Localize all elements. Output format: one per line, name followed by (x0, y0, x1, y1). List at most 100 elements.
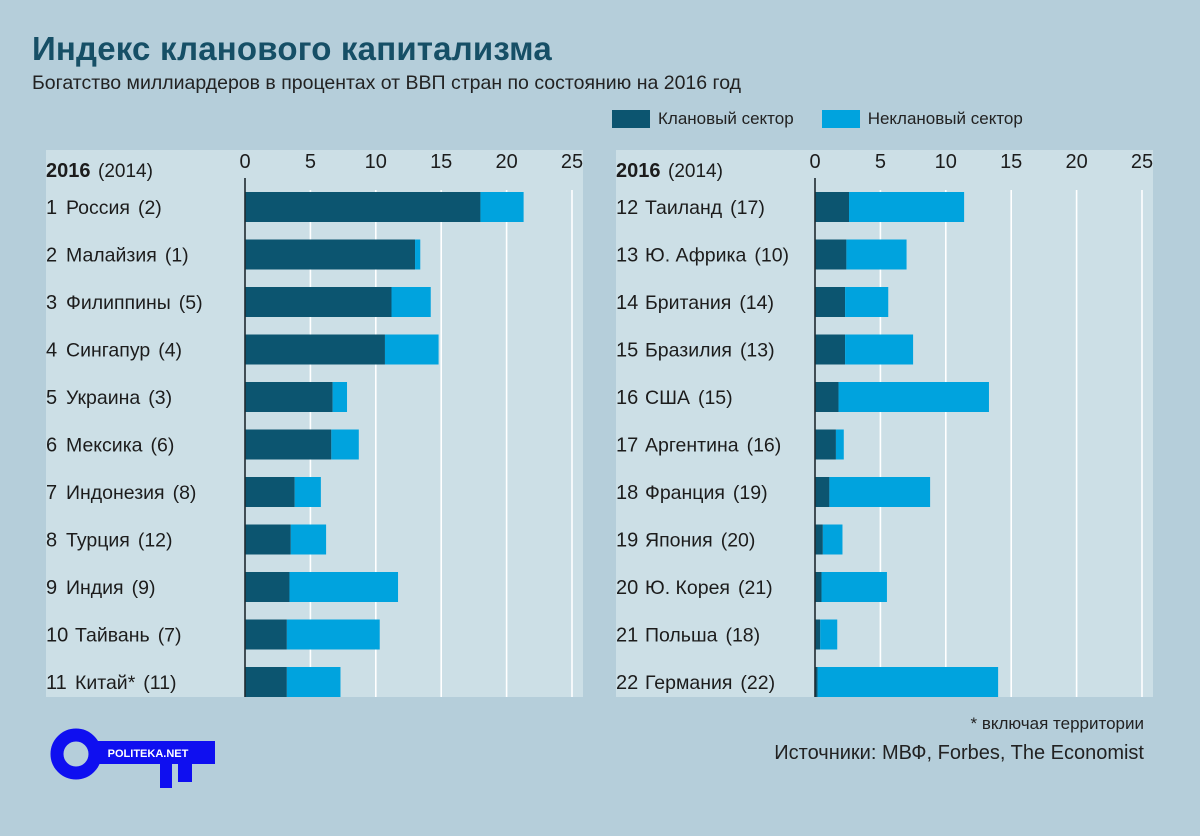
rank-2016: 1 (46, 197, 57, 219)
logo-text: POLITEKA.NET (108, 748, 189, 760)
rank-2016: 18 (616, 482, 638, 504)
header-year-2014: (2014) (668, 161, 723, 182)
rank-2014: (4) (158, 340, 182, 362)
bar-noncrony (294, 477, 321, 507)
country-name: Бразилия (645, 340, 732, 362)
country-name: Ю. Корея (645, 577, 730, 599)
country-label: Аргентина (16) (645, 435, 781, 457)
rank-2016: 2 (46, 245, 57, 267)
country-name: Сингапур (66, 340, 150, 362)
bar-noncrony (286, 667, 341, 697)
country-label: Мексика (6) (66, 435, 174, 457)
bar-noncrony (817, 667, 999, 697)
country-label: Таиланд (17) (645, 197, 765, 219)
chart-subtitle: Богатство миллиардеров в процентах от ВВ… (32, 72, 742, 94)
bar-crony (815, 619, 821, 650)
rank-2014: (14) (739, 292, 774, 314)
rank-2014: (3) (148, 387, 172, 409)
rank-2016: 6 (46, 435, 57, 457)
country-label: Турция (12) (66, 530, 173, 552)
legend-item-crony: Клановый сектор (612, 109, 794, 129)
country-label: Россия (2) (66, 197, 162, 219)
x-tick-label: 25 (1131, 151, 1153, 173)
country-label: Япония (20) (645, 530, 755, 552)
bar-crony (815, 382, 839, 412)
x-tick-label: 15 (1000, 151, 1022, 173)
bar-noncrony (286, 619, 380, 650)
bar-noncrony (846, 239, 907, 270)
x-tick-label: 10 (935, 151, 957, 173)
bar-crony (815, 477, 830, 507)
footnote: * включая территории (970, 714, 1145, 733)
bar-noncrony (331, 429, 359, 460)
bar-crony (245, 524, 291, 555)
politeka-key-logo: POLITEKA.NET (50, 728, 215, 788)
bar-crony (815, 429, 836, 460)
header-year-2014: (2014) (98, 161, 153, 182)
rank-2014: (15) (698, 387, 733, 409)
country-name: Украина (66, 387, 140, 409)
rank-2014: (19) (733, 482, 768, 504)
rank-2014: (10) (754, 245, 789, 267)
bar-crony (245, 477, 295, 507)
rank-2016: 17 (616, 435, 638, 457)
bar-chart-left: 2016 (2014) 0 5 10 15 20 25 1 Россия (2) 2 Малайзия (… (46, 151, 583, 697)
bar-noncrony (391, 287, 431, 317)
rank-2016: 12 (616, 197, 638, 219)
logo-key-tooth-1 (160, 762, 172, 788)
rank-2014: (9) (132, 577, 156, 599)
x-tick-label: 25 (561, 151, 583, 173)
country-name: Малайзия (66, 245, 157, 267)
country-label: Индонезия (8) (66, 482, 196, 504)
country-label: Тайвань (7) (75, 625, 182, 647)
bar-noncrony (838, 382, 989, 412)
country-name: Филиппины (66, 292, 171, 314)
bar-noncrony (849, 192, 965, 222)
bar-noncrony (822, 524, 843, 555)
bar-crony (245, 239, 416, 270)
x-tick-label: 5 (305, 151, 316, 173)
bar-noncrony (480, 192, 524, 222)
country-label: Польша (18) (645, 625, 760, 647)
bar-noncrony (845, 287, 889, 317)
rank-2016: 10 (46, 625, 68, 647)
country-label: Индия (9) (66, 577, 155, 599)
bar-crony (815, 572, 822, 602)
x-tick-label: 10 (365, 151, 387, 173)
bar-crony (245, 572, 290, 602)
rank-2014: (17) (730, 197, 765, 219)
country-name: Таиланд (645, 197, 723, 219)
x-tick-label: 0 (239, 151, 250, 173)
logo-key-ring (50, 728, 102, 780)
rank-2014: (5) (179, 292, 203, 314)
country-name: Мексика (66, 435, 143, 457)
rank-2014: (18) (725, 625, 760, 647)
country-label: Британия (14) (645, 292, 774, 314)
chart-panel-right: 2016 (2014) 0 5 10 15 20 25 12 Таиланд (17) 13 Ю. Аф… (616, 150, 1153, 697)
x-tick-label: 0 (809, 151, 820, 173)
bar-crony (815, 334, 846, 365)
bar-crony (245, 287, 392, 317)
rank-2016: 7 (46, 482, 57, 504)
country-name: Франция (645, 482, 725, 504)
bar-noncrony (289, 572, 399, 602)
rank-2014: (12) (138, 530, 173, 552)
country-name: Россия (66, 197, 130, 219)
country-name: Польша (645, 625, 718, 647)
country-name: Ю. Африка (645, 245, 747, 267)
bar-noncrony (415, 239, 421, 270)
rank-2016: 9 (46, 577, 57, 599)
rank-2016: 8 (46, 530, 57, 552)
country-name: Тайвань (75, 625, 150, 647)
bar-crony (245, 667, 287, 697)
chart-panel-left: 2016 (2014) 0 5 10 15 20 25 1 Россия (2) 2 Малайзия (… (46, 150, 583, 697)
header-year-2016: 2016 (46, 160, 91, 182)
bar-noncrony (820, 619, 838, 650)
rank-2016: 5 (46, 387, 57, 409)
country-name: Индия (66, 577, 124, 599)
bar-crony (815, 287, 846, 317)
country-label: Ю. Корея (21) (645, 577, 773, 599)
country-name: Аргентина (645, 435, 739, 457)
rank-2016: 3 (46, 292, 57, 314)
